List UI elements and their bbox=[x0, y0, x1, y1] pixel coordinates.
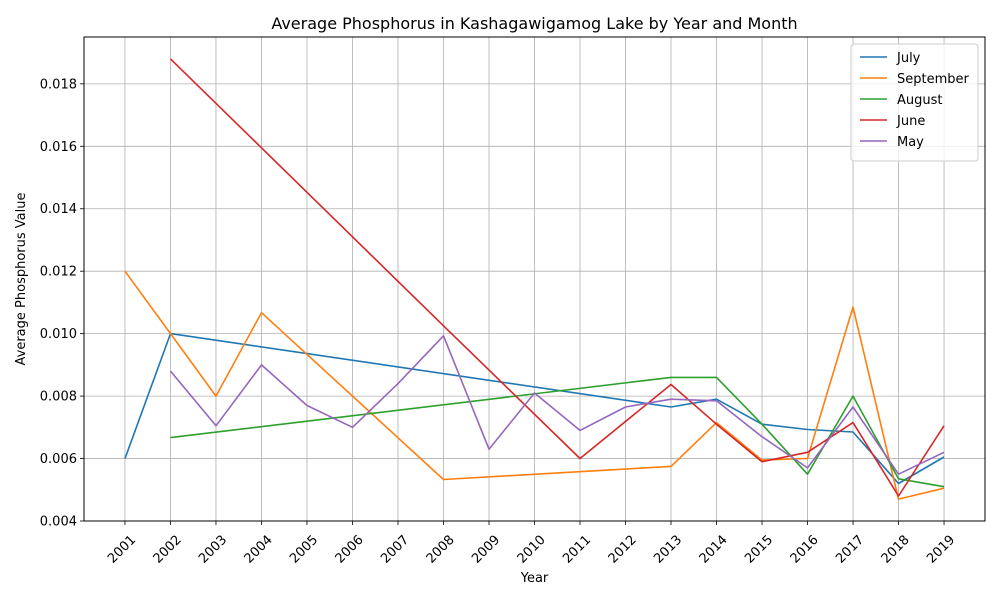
series-line-june bbox=[169, 58, 945, 497]
x-tick-label: 2001 bbox=[105, 533, 139, 567]
y-tick-label: 0.010 bbox=[40, 327, 77, 342]
x-tick-label: 2007 bbox=[378, 533, 412, 567]
series-line-may bbox=[169, 334, 945, 476]
y-tick-label: 0.004 bbox=[40, 515, 77, 530]
x-tick-label: 2004 bbox=[242, 533, 276, 567]
x-tick-label: 2010 bbox=[515, 533, 549, 567]
x-axis: 2001 2002 2003 2004 2005 2006 2007 2008 2009 2010… bbox=[105, 521, 958, 567]
x-tick-label: 2005 bbox=[287, 533, 321, 567]
x-tick-label: 2002 bbox=[151, 533, 185, 567]
y-tick-label: 0.018 bbox=[40, 77, 77, 92]
y-tick-label: 0.006 bbox=[40, 452, 77, 467]
x-tick-label: 2016 bbox=[788, 533, 822, 567]
x-tick-label: 2009 bbox=[469, 533, 503, 567]
legend-label: August bbox=[897, 93, 943, 108]
series-line-september bbox=[124, 270, 945, 500]
x-tick-label: 2008 bbox=[424, 533, 458, 567]
x-tick-label: 2014 bbox=[697, 533, 731, 567]
legend-label: June bbox=[896, 114, 925, 129]
x-tick-label: 2017 bbox=[833, 533, 867, 567]
x-tick-label: 2018 bbox=[879, 533, 913, 567]
x-tick-label: 2013 bbox=[651, 533, 685, 567]
series-line-august bbox=[170, 376, 945, 488]
legend-box bbox=[850, 43, 979, 162]
series-lines bbox=[124, 58, 945, 500]
y-axis-label: Average Phosphorus Value bbox=[14, 193, 29, 366]
y-tick-label: 0.012 bbox=[40, 265, 77, 280]
y-axis: 0.004 0.006 0.008 0.010 0.012 0.014 0.016 0.018 bbox=[40, 77, 84, 530]
legend: July September August June May bbox=[850, 43, 979, 162]
y-tick-label: 0.014 bbox=[40, 202, 77, 217]
x-tick-label: 2015 bbox=[742, 533, 776, 567]
y-tick-label: 0.008 bbox=[40, 390, 77, 405]
x-tick-label: 2019 bbox=[924, 533, 958, 567]
x-tick-label: 2006 bbox=[333, 533, 367, 567]
x-tick-label: 2011 bbox=[560, 533, 594, 567]
y-tick-label: 0.016 bbox=[40, 140, 77, 155]
legend-label: July bbox=[896, 51, 921, 66]
chart-title: Average Phosphorus in Kashagawigamog Lak… bbox=[271, 14, 797, 33]
legend-label: May bbox=[897, 135, 924, 150]
x-tick-label: 2012 bbox=[606, 533, 640, 567]
grid bbox=[84, 37, 985, 522]
x-axis-label: Year bbox=[520, 571, 549, 586]
x-tick-label: 2003 bbox=[196, 533, 230, 567]
legend-label: September bbox=[897, 72, 970, 87]
